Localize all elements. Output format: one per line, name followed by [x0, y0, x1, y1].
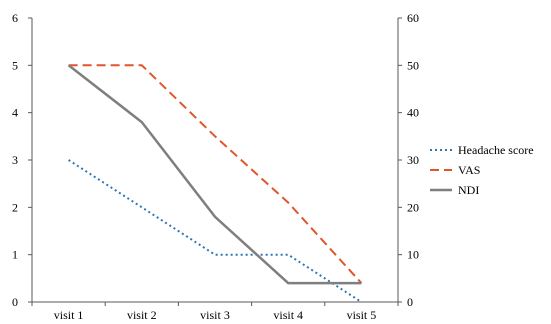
y-tick-label: 2 — [12, 200, 18, 214]
y2-tick-label: 10 — [407, 248, 419, 262]
legend-label: VAS — [458, 163, 480, 177]
legend-label: NDI — [458, 183, 479, 197]
y-tick-label: 0 — [12, 295, 18, 309]
legend: Headache score VAS NDI — [430, 143, 534, 197]
series-line-ndi — [67, 64, 362, 285]
x-tick-label: visit 1 — [54, 308, 84, 322]
y-tick-label: 1 — [12, 248, 18, 262]
y-tick-label: 4 — [12, 106, 18, 120]
series-lines — [67, 64, 363, 303]
legend-label: Headache score — [458, 143, 534, 157]
x-tick-label: visit 5 — [347, 308, 377, 322]
x-tick-label: visit 4 — [273, 308, 303, 322]
x-tick-label: visit 2 — [127, 308, 157, 322]
y-tick-label: 3 — [12, 153, 18, 167]
y-tick-label: 5 — [12, 58, 18, 72]
x-tick-label: visit 3 — [200, 308, 230, 322]
y-tick-label: 6 — [12, 11, 18, 25]
y2-tick-label: 20 — [407, 200, 419, 214]
y2-tick-label: 50 — [407, 58, 419, 72]
series-line-headache-score — [68, 159, 362, 303]
y2-tick-label: 30 — [407, 153, 419, 167]
y2-tick-label: 60 — [407, 11, 419, 25]
y2-tick-label: 0 — [407, 295, 413, 309]
y2-tick-label: 40 — [407, 106, 419, 120]
series-line-vas — [68, 64, 363, 284]
